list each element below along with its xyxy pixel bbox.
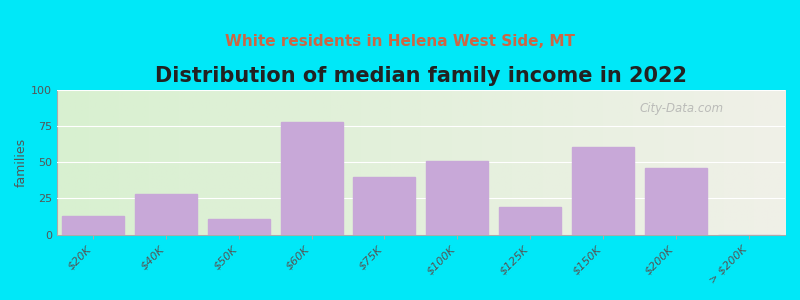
Bar (572, 147, 634, 235)
Text: White residents in Helena West Side, MT: White residents in Helena West Side, MT (225, 34, 575, 50)
Bar (354, 177, 415, 235)
Bar (135, 194, 197, 235)
Text: City-Data.com: City-Data.com (639, 102, 723, 115)
Y-axis label: families: families (15, 138, 28, 187)
Title: Distribution of median family income in 2022: Distribution of median family income in … (155, 66, 687, 86)
Bar (281, 122, 342, 235)
Bar (426, 161, 488, 235)
Bar (208, 219, 270, 235)
Bar (499, 207, 561, 235)
Bar (645, 168, 706, 235)
Bar (62, 216, 124, 235)
